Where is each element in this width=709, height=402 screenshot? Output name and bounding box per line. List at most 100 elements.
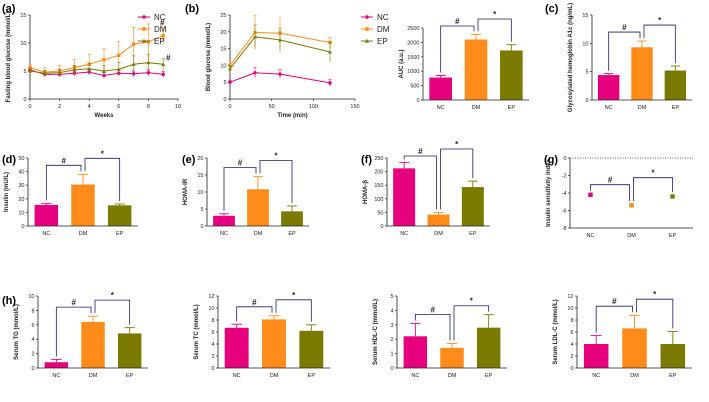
y-tick-label: 15 [20,13,26,19]
significance-marker: * [455,140,459,149]
y-tick-label: 1 [390,352,393,358]
bar [81,321,105,368]
y-tick-label: 8 [211,318,214,324]
y-tick-label: 15 [582,13,588,19]
chart-panel-g: NC DM EP 0 -2 -4 -6 -8 Insulin sensitivity index… [546,156,693,239]
bar [281,211,303,226]
legend-marker [365,27,369,31]
x-tick-label: NC [437,105,445,111]
bar [660,344,686,368]
x-tick-label: NC [220,231,228,237]
x-tick-label: DM [270,373,279,379]
y-tick-label: 0 [563,156,566,162]
significance-bracket [45,164,82,201]
significance-bracket [608,31,641,71]
panel-label: (c) [545,3,559,15]
significance-marker: # [71,298,76,307]
x-tick-label: DM [89,373,98,379]
series-line-dm [229,31,331,66]
y-axis-label: Insulin (mU/L) [4,172,10,212]
bar [476,327,501,368]
y-tick-label: 15 [220,47,226,53]
significance-marker: * [470,297,474,306]
x-tick-label: 0 [228,104,231,110]
chart-panel-b2: NC DM EP 0 500 1000 1500 2000 2500 AUC (a.u.) # * [399,10,529,111]
y-tick-label: 0 [416,98,419,104]
panel-label: (e) [182,154,196,166]
x-tick-label: DM [434,231,443,237]
legend-marker [142,27,146,31]
x-tick-label: DM [448,373,457,379]
significance-bracket [403,155,437,210]
y-tick-label: 200 [374,170,383,176]
x-tick-label: 0 [28,104,31,110]
chart-panel-h3: NC DM EP 0 1 2 3 4 5 Serum HDL-C (mmol/L) # * [373,294,507,379]
bar [464,39,488,100]
chart-panel-b1: 0 5 10 15 20 25 Blood glucose (mmol/L) 0 50 100 15… [206,13,390,119]
y-axis-label: Serum TC (mmol/L) [194,304,200,359]
significance-bracket [595,305,633,333]
y-axis-label: Insulin sensitivity index [546,158,552,226]
bar [224,327,249,368]
y-tick-label: 2 [570,354,573,360]
data-point [146,70,151,75]
data-point [328,49,332,54]
y-tick-label: 50 [377,210,383,216]
y-axis-label: AUC (a.u.) [399,50,405,79]
x-tick-label: EP [672,105,680,111]
x-tick-label: 100 [309,104,318,110]
data-point [57,70,62,75]
x-tick-label: NC [42,231,50,237]
chart-panel-c: NC DM EP 0 5 10 15 Glycosylated hemoglobin A1c … [568,3,692,112]
data-point [28,65,32,70]
y-tick-label: 5 [223,80,226,86]
significance-bracket [94,299,131,325]
x-tick-label: EP [288,231,296,237]
x-tick-label: EP [669,233,677,239]
x-tick-label: 2 [58,104,61,110]
significance-bracket [440,25,475,73]
data-point [328,81,332,85]
panel-label: (h) [2,295,16,307]
significance-bracket [223,166,257,211]
series-line-nc [229,72,331,84]
data-point [278,72,282,76]
y-tick-label: 4 [211,342,214,348]
significance-bracket [236,306,273,322]
x-tick-label: DM [627,233,636,239]
chart-panel-h1: NC DM EP 0 2 4 6 8 10 Serum TG (mmol/L) # * [14,291,148,379]
data-point [102,69,106,73]
x-tick-label: DM [638,105,647,111]
significance-marker: # [252,298,257,307]
y-tick-label: 0 [223,97,226,103]
significance-marker: # [622,23,627,32]
y-tick-label: 5 [23,69,26,75]
bar [107,205,132,226]
y-tick-label: 0 [390,366,393,372]
panel-label: (d) [2,154,16,166]
y-tick-label: 1500 [407,55,419,61]
y-axis-label: Serum LDL-C (mmol/L) [553,299,559,364]
data-point [161,34,165,38]
y-tick-label: -8 [562,226,567,232]
significance-marker: * [493,10,497,19]
bar [583,344,609,368]
bar [461,187,484,226]
x-tick-label: 150 [350,104,359,110]
x-tick-label: NC [233,373,241,379]
significance-marker: * [653,290,657,299]
y-tick-label: 0 [380,224,383,230]
bar [299,330,324,368]
y-tick-label: 500 [410,84,419,90]
data-point [28,69,32,73]
y-axis-label: HOMA-β [363,180,369,204]
bar [440,347,464,368]
x-tick-label: 50 [269,104,275,110]
y-axis-label: Fasting blood glucose (mmol/L) [6,12,12,103]
y-tick-label: 6 [31,323,34,329]
x-axis-label: Time (min) [277,113,307,119]
chart-panel-e: NC DM EP 0 5 10 15 20 HOMA-IR # * [183,151,309,237]
legend-label: DM [377,25,390,34]
x-tick-label: 10 [175,104,181,110]
